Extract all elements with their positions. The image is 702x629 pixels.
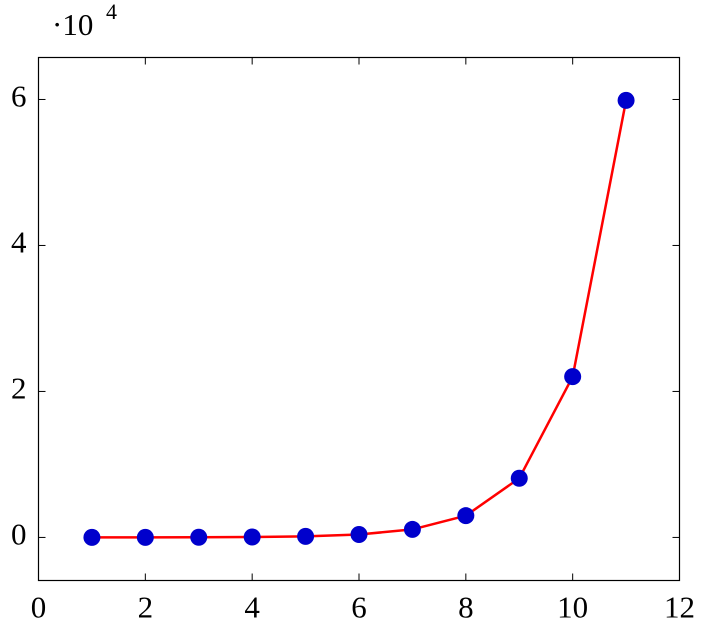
data-point	[350, 525, 368, 543]
y-tick-label: 0	[11, 517, 27, 552]
data-point	[510, 469, 528, 487]
x-tick-label: 10	[557, 590, 588, 625]
x-tick-label: 12	[664, 590, 695, 625]
data-point	[136, 528, 154, 546]
x-tick-label: 2	[138, 590, 154, 625]
data-point	[297, 527, 315, 545]
y-tick-label: 6	[11, 79, 27, 114]
x-tick-label: 0	[31, 590, 47, 625]
y-tick-label: 4	[11, 225, 27, 260]
x-tick-label: 8	[458, 590, 474, 625]
data-point	[243, 528, 261, 546]
data-point	[403, 520, 421, 538]
series-line	[91, 100, 628, 539]
x-tick-label: 4	[244, 590, 260, 625]
data-point	[457, 507, 475, 525]
data-point	[83, 528, 101, 546]
y-tick-label: 2	[11, 371, 27, 406]
data-point	[564, 368, 582, 386]
y-scale-base: ·10	[52, 7, 93, 42]
x-tick-label: 6	[351, 590, 367, 625]
data-point	[617, 91, 635, 109]
y-scale-exponent: 4	[106, 0, 117, 24]
data-point	[190, 528, 208, 546]
